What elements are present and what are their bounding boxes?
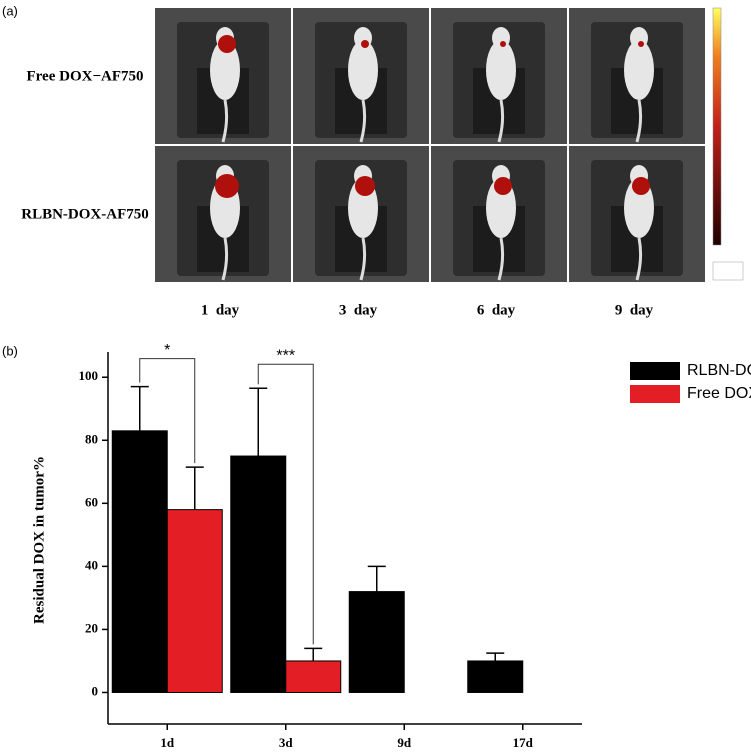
bar (230, 455, 287, 693)
y-tick-label: 60 (85, 494, 98, 509)
row-label: Free DOX−AF750 (27, 68, 144, 84)
signal (500, 41, 506, 47)
mouse-tail (359, 237, 367, 281)
legend-label: Free DOX (687, 385, 751, 402)
image-grid (155, 8, 705, 282)
signal (215, 174, 239, 198)
y-tick-label: 40 (85, 557, 98, 572)
significance-bracket (139, 358, 196, 464)
mouse-tail (497, 99, 505, 143)
mouse-body (486, 40, 516, 100)
panel-label: (a) (2, 3, 18, 18)
mouse-tail (497, 237, 505, 281)
y-axis-label: Residual DOX in tumor% (31, 456, 47, 624)
signal (632, 177, 650, 195)
mouse-body (210, 40, 240, 100)
bar (348, 591, 405, 693)
signal (494, 177, 512, 195)
error-bar (185, 466, 204, 510)
x-tick-label: 1d (160, 735, 175, 750)
bar (467, 660, 524, 693)
y-tick-label: 80 (85, 431, 98, 446)
column-label: 3 day (339, 302, 378, 318)
x-tick-label: 9d (397, 735, 412, 750)
x-tick-label: 3d (279, 735, 294, 750)
y-tick-label: 20 (85, 620, 98, 635)
mouse-tail (359, 99, 367, 143)
error-bar (486, 652, 505, 661)
error-bar (249, 387, 268, 457)
column-label: 9 day (615, 302, 654, 318)
column-label: 6 day (477, 302, 516, 318)
y-tick-label: 0 (92, 683, 99, 698)
signal (218, 35, 236, 53)
signal (355, 176, 375, 196)
mouse-tail (221, 237, 229, 281)
mouse-tail (635, 99, 643, 143)
error-bar (130, 385, 149, 431)
panel-label: (b) (2, 343, 18, 358)
mouse-body (624, 40, 654, 100)
signal (361, 40, 369, 48)
y-tick-label: 100 (79, 368, 99, 383)
legend-swatch (630, 362, 680, 380)
mouse-tail (635, 237, 643, 281)
signal (638, 41, 644, 47)
mouse-body (348, 40, 378, 100)
legend-label: RLBN-DOX (687, 362, 751, 379)
significance-label: * (164, 342, 170, 359)
error-bar (304, 647, 323, 661)
significance-bracket (257, 363, 314, 645)
colorbar-info (712, 261, 744, 281)
x-tick-label: 17d (513, 735, 534, 750)
bar (111, 430, 168, 693)
error-bar (367, 565, 386, 592)
mouse-tail (221, 99, 229, 143)
column-label: 1 day (201, 302, 240, 318)
colorbar (712, 7, 722, 246)
bar (285, 660, 342, 693)
significance-label: *** (276, 347, 295, 364)
row-label: RLBN-DOX-AF750 (21, 206, 149, 222)
legend-swatch (630, 385, 680, 403)
bar (166, 509, 223, 693)
